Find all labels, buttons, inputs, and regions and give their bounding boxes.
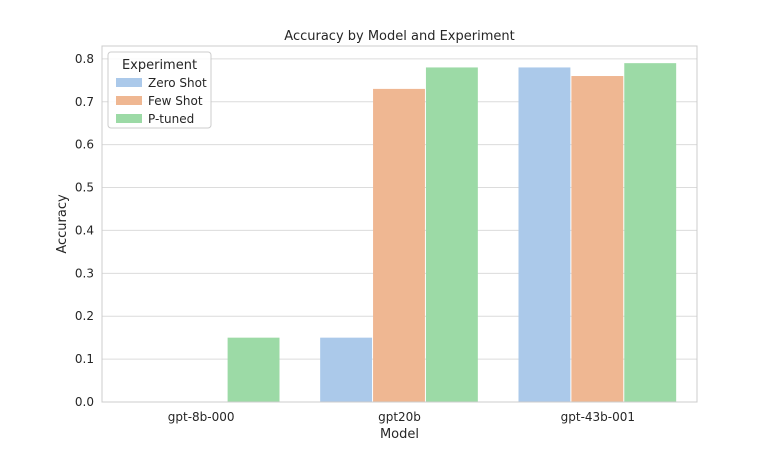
y-tick-label: 0.7 <box>75 95 94 109</box>
y-tick-label: 0.2 <box>75 309 94 323</box>
y-axis-title: Accuracy <box>55 194 70 254</box>
y-tick-label: 0.3 <box>75 266 94 280</box>
legend-swatch <box>116 78 142 87</box>
bar-zero-shot-gpt20b <box>320 337 373 402</box>
y-tick-label: 0.6 <box>75 138 94 152</box>
legend-swatch <box>116 96 142 105</box>
x-tick-label: gpt-43b-001 <box>561 410 635 424</box>
legend-label: P-tuned <box>148 112 194 126</box>
x-axis: gpt-8b-000 gpt20b gpt-43b-001 <box>168 410 635 424</box>
bar-p-tuned-gpt-8b-000 <box>227 337 280 402</box>
y-tick-label: 0.8 <box>75 52 94 66</box>
bar-p-tuned-gpt20b <box>425 67 478 402</box>
x-axis-title: Model <box>380 427 419 442</box>
bar-few-shot-gpt-43b-001 <box>571 76 624 402</box>
legend-box <box>107 51 212 129</box>
legend-swatch <box>116 114 142 123</box>
chart-title: Accuracy by Model and Experiment <box>284 29 514 44</box>
bar-zero-shot-gpt-43b-001 <box>518 67 571 402</box>
legend: Experiment Zero Shot Few Shot P-tuned <box>107 51 212 129</box>
y-axis: 0.0 0.1 0.2 0.3 0.4 0.5 0.6 0.7 0.8 <box>75 52 94 409</box>
legend-title: Experiment <box>122 58 197 73</box>
plot-frame <box>101 45 698 403</box>
x-tick-label: gpt-8b-000 <box>168 410 235 424</box>
y-tick-label: 0.4 <box>75 223 94 237</box>
x-tick-label: gpt20b <box>378 410 421 424</box>
y-tick-label: 0.0 <box>75 395 94 409</box>
legend-label: Zero Shot <box>148 76 207 90</box>
y-tick-label: 0.1 <box>75 352 94 366</box>
bars <box>227 63 677 403</box>
legend-label: Few Shot <box>148 94 203 108</box>
y-tick-label: 0.5 <box>75 181 94 195</box>
bar-p-tuned-gpt-43b-001 <box>624 63 677 403</box>
bar-few-shot-gpt20b <box>373 88 425 402</box>
